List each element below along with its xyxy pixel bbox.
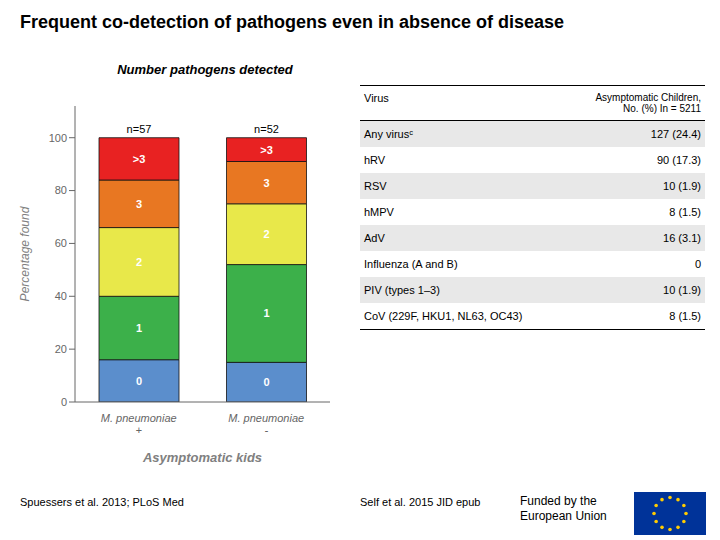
html-text:Number pathogens detected: Number pathogens detected [117,62,293,77]
svg-text:40: 40 [55,290,67,302]
svg-text:60: 60 [55,237,67,249]
html-text:8 (1.5): 8 (1.5) [669,310,701,322]
html-text:Asymptomatic Children, No. (%): Asymptomatic Children, No. (%) In = 5211 [595,92,701,114]
svg-text:Percentage found: Percentage found [18,206,32,301]
svg-text:80: 80 [55,184,67,196]
html-text:RSV: RSV [364,180,387,192]
html-text:Any virusᶜ: Any virusᶜ [364,128,414,140]
svg-text:2: 2 [263,228,269,240]
svg-text:20: 20 [55,343,67,355]
svg-text:0: 0 [136,375,142,387]
svg-text:3: 3 [263,177,269,189]
svg-text:1: 1 [263,307,269,319]
html-text:8 (1.5): 8 (1.5) [669,206,701,218]
svg-text:>3: >3 [133,153,146,165]
svg-text:0: 0 [263,376,269,388]
html-text:PIV (types 1–3): PIV (types 1–3) [364,284,440,296]
svg-text:M. pneumoniae-: M. pneumoniae- [228,412,304,436]
html-text:10 (1.9): 10 (1.9) [663,284,701,296]
html-text:90 (17.3): 90 (17.3) [657,154,701,166]
svg-text:n=57: n=57 [127,123,152,135]
html-text:Virus: Virus [364,92,389,104]
svg-text:1: 1 [136,322,142,334]
html-text:Spuessers et al. 2013; PLoS Me: Spuessers et al. 2013; PLoS Med [20,496,184,508]
html-text:Self et al. 2015 JID epub: Self et al. 2015 JID epub [360,496,481,508]
svg-text:M. pneumoniae+: M. pneumoniae+ [101,412,177,436]
html-text:AdV: AdV [364,232,385,244]
svg-text:3: 3 [136,198,142,210]
svg-text:n=52: n=52 [254,123,279,135]
html-text:127 (24.4): 127 (24.4) [650,128,701,140]
html-text:Frequent co-detection of patho: Frequent co-detection of pathogens even … [20,12,565,32]
html-text:10 (1.9): 10 (1.9) [663,180,701,192]
svg-text:2: 2 [136,256,142,268]
svg-text:>3: >3 [260,144,273,156]
html-text:Funded by the European Union: Funded by the European Union [520,494,607,523]
html-text:CoV (229F, HKU1, NL63, OC43): CoV (229F, HKU1, NL63, OC43) [364,310,523,322]
html-text:hMPV: hMPV [364,206,394,218]
html-text:16 (3.1): 16 (3.1) [663,232,701,244]
svg-text:100: 100 [49,132,67,144]
html-text:Influenza (A and B): Influenza (A and B) [364,258,458,270]
svg-text:Asymptomatic kids: Asymptomatic kids [142,450,262,465]
html-text:0: 0 [694,258,701,270]
html-text:hRV: hRV [364,154,386,166]
svg-text:0: 0 [61,396,67,408]
